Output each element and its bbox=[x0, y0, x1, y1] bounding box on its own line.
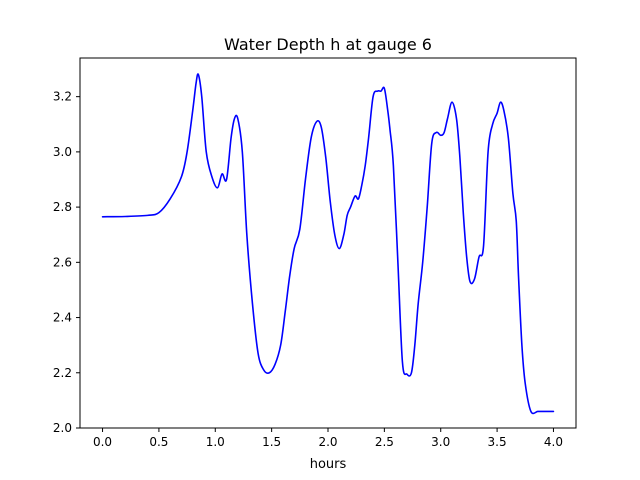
x-axis-ticks: 0.0 0.5 1.0 1.5 2.0 2.5 3.0 3.5 4.0 bbox=[93, 428, 563, 449]
y-tick-label: 2.6 bbox=[53, 255, 72, 269]
chart-title: Water Depth h at gauge 6 bbox=[224, 35, 432, 54]
plot-frame bbox=[79, 57, 577, 429]
x-tick-label: 1.0 bbox=[206, 435, 225, 449]
y-tick-label: 3.0 bbox=[53, 145, 72, 159]
x-tick-label: 0.0 bbox=[93, 435, 112, 449]
y-tick-label: 2.4 bbox=[53, 311, 72, 325]
y-tick-label: 3.2 bbox=[53, 90, 72, 104]
series-layer bbox=[101, 73, 555, 415]
y-tick-label: 2.0 bbox=[53, 421, 72, 435]
x-tick-label: 2.5 bbox=[375, 435, 394, 449]
x-tick-label: 3.0 bbox=[431, 435, 450, 449]
series-line-0 bbox=[101, 73, 555, 415]
x-tick-label: 2.0 bbox=[318, 435, 337, 449]
x-tick-label: 0.5 bbox=[149, 435, 168, 449]
x-tick-label: 4.0 bbox=[544, 435, 563, 449]
x-tick-label: 3.5 bbox=[488, 435, 507, 449]
y-tick-label: 2.2 bbox=[53, 366, 72, 380]
y-axis-ticks: 2.0 2.2 2.4 2.6 2.8 3.0 3.2 bbox=[53, 90, 80, 435]
x-tick-label: 1.5 bbox=[262, 435, 281, 449]
plot-area: 0.0 0.5 1.0 1.5 2.0 2.5 3.0 3.5 4.0 2.0 2.2 2.4 2.6… bbox=[53, 57, 577, 449]
y-tick-label: 2.8 bbox=[53, 200, 72, 214]
x-axis-label: hours bbox=[310, 457, 347, 472]
